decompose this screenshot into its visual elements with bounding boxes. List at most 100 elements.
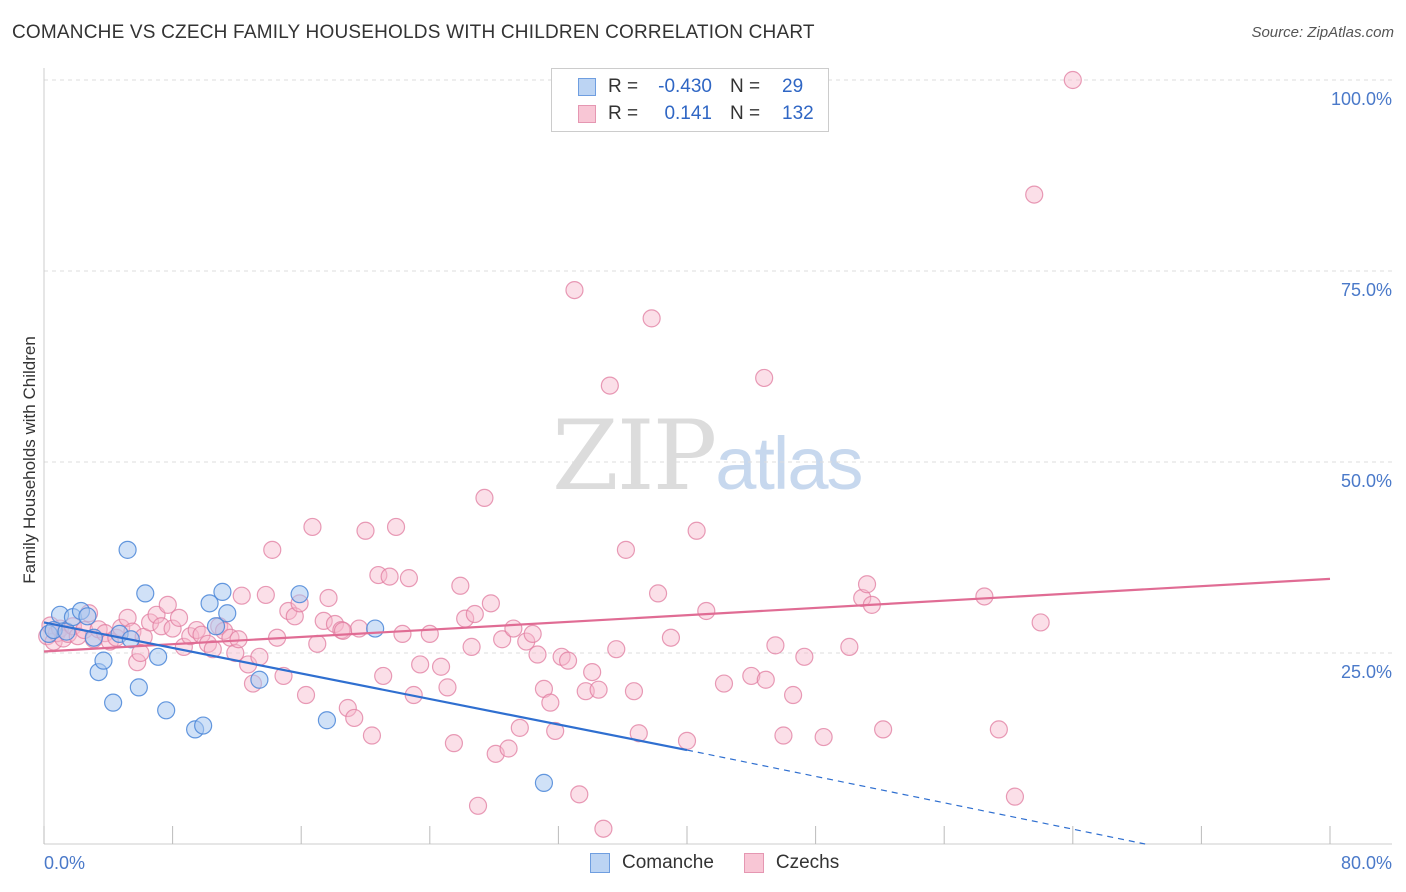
- czechs-point: [399, 569, 419, 588]
- czechs-point: [345, 708, 364, 728]
- czechs-point: [583, 662, 602, 682]
- czechs-points: [38, 70, 1082, 838]
- gridlines: [44, 79, 1392, 654]
- comanche-point: [213, 582, 232, 601]
- czechs-point: [523, 624, 542, 644]
- czechs-point: [333, 621, 353, 640]
- czechs-point: [356, 521, 375, 540]
- czechs-point: [565, 281, 584, 300]
- comanche-point: [78, 607, 97, 626]
- legend-n-value: 29: [782, 76, 804, 97]
- czechs-point: [975, 587, 994, 606]
- czechs-point: [546, 721, 565, 741]
- czechs-swatch: [578, 105, 596, 123]
- chart-title: COMANCHE VS CZECH FAMILY HOUSEHOLDS WITH…: [12, 22, 815, 43]
- comanche-point: [149, 647, 168, 666]
- comanche-point: [534, 773, 554, 792]
- czechs-point: [380, 567, 399, 586]
- czechs-point: [840, 637, 859, 656]
- comanche-point: [206, 617, 226, 636]
- watermark: ZIPatlas: [552, 400, 864, 512]
- czechs-point: [1025, 185, 1044, 204]
- comanche-point: [94, 651, 113, 670]
- czechs-point: [475, 488, 494, 508]
- czechs-point: [853, 588, 872, 608]
- czechs-point: [118, 608, 137, 627]
- legend-n-value: 132: [782, 103, 814, 124]
- legend-n-label: N =: [730, 76, 761, 97]
- tick-labels: 25.0% 50.0% 75.0% 100.0% 0.0% 80.0%: [44, 89, 1392, 873]
- czechs-point: [755, 368, 774, 388]
- legend-item-comanche[interactable]: Comanche: [590, 852, 714, 874]
- czechs-point: [374, 666, 393, 686]
- czechs-point: [517, 632, 536, 651]
- comanche-point: [366, 619, 385, 638]
- czechs-point: [420, 624, 439, 644]
- czechs-point: [152, 617, 171, 636]
- czechs-point: [774, 726, 793, 745]
- czechs-point: [493, 630, 512, 649]
- comanche-point: [250, 670, 269, 689]
- czechs-legend-swatch: [743, 853, 764, 873]
- czechs-point: [362, 726, 382, 745]
- czechs-point: [504, 619, 523, 638]
- comanche-legend-swatch: [590, 853, 610, 873]
- czechs-point: [1031, 613, 1050, 632]
- legend-r-value: 0.141: [664, 103, 712, 124]
- czechs-point: [198, 634, 218, 653]
- y-tick-label: 75.0%: [1341, 280, 1392, 300]
- czechs-point: [250, 647, 269, 666]
- czechs-point: [462, 637, 481, 656]
- czechs-point: [589, 680, 608, 699]
- czechs-point: [256, 585, 275, 605]
- czechs-point: [648, 584, 668, 603]
- czechs-point: [263, 540, 282, 559]
- comanche-point: [317, 711, 337, 730]
- czechs-point: [607, 640, 626, 659]
- czechs-point: [308, 634, 327, 653]
- x-tick-label: 80.0%: [1341, 853, 1392, 873]
- czechs-point: [594, 819, 613, 838]
- czechs-point: [714, 674, 734, 693]
- czechs-point: [600, 376, 619, 395]
- czechs-point: [431, 657, 451, 676]
- czechs-point: [319, 588, 338, 608]
- legend-item-czechs[interactable]: Czechs: [743, 852, 839, 874]
- legend-r-value: -0.430: [658, 76, 712, 97]
- watermark-atlas: atlas: [715, 422, 863, 505]
- czechs-point: [131, 643, 150, 663]
- comanche-point: [200, 594, 219, 613]
- czechs-trend-line: [43, 577, 1331, 653]
- czechs-point: [1005, 787, 1025, 806]
- czechs-point: [386, 517, 406, 537]
- y-tick-label: 25.0%: [1341, 662, 1392, 682]
- czechs-point: [468, 796, 488, 815]
- czechs-point: [1063, 70, 1082, 90]
- czechs-point: [499, 739, 518, 758]
- comanche-points: [39, 540, 554, 792]
- axes: [43, 68, 1392, 845]
- czechs-point: [169, 608, 189, 627]
- comanche-point: [194, 716, 213, 735]
- czechs-point: [642, 309, 661, 328]
- czechs-point: [203, 640, 222, 659]
- czechs-point: [874, 720, 893, 739]
- comanche-point: [290, 585, 309, 604]
- czechs-point: [814, 727, 833, 747]
- chart-source: Source: ZipAtlas.com: [1251, 24, 1394, 41]
- watermark-zip: ZIP: [552, 400, 717, 512]
- legend-r-label: R =: [608, 103, 639, 124]
- czechs-point: [616, 540, 636, 559]
- czechs-point: [158, 595, 177, 614]
- czechs-point: [481, 594, 500, 613]
- legend-row-czechs: R = 0.141 N = 132: [552, 101, 822, 127]
- czechs-point: [296, 685, 316, 705]
- czechs-point: [303, 517, 322, 537]
- comanche-swatch: [578, 78, 596, 96]
- legend-row-comanche: R = -0.430 N = 29: [552, 74, 822, 100]
- comanche-point: [129, 678, 148, 697]
- czechs-point: [232, 586, 251, 605]
- czechs-point: [444, 734, 464, 753]
- czechs-point: [697, 601, 716, 621]
